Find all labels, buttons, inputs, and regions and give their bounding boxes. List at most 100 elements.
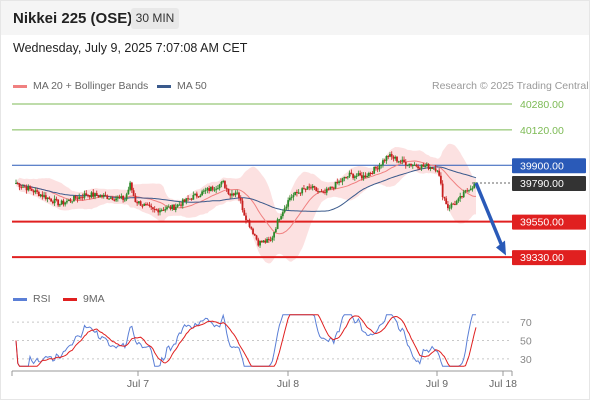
projection-arrow <box>474 182 505 250</box>
candle-body <box>51 201 54 204</box>
candle-body <box>85 193 88 196</box>
candle-body <box>194 193 196 195</box>
candle-body <box>303 188 305 190</box>
candle-body <box>66 201 68 203</box>
candle-body <box>375 166 377 169</box>
candle-body <box>339 181 342 183</box>
x-tick-label: Jul 9 <box>426 378 448 390</box>
candle-body <box>178 204 181 206</box>
candle-body <box>376 168 379 170</box>
candle-body <box>111 197 114 200</box>
candle-body <box>468 190 470 192</box>
candle-body <box>32 190 35 193</box>
candle-body <box>208 188 211 192</box>
candle-body <box>185 198 188 202</box>
candle-body <box>352 173 354 178</box>
candle-body <box>447 204 449 209</box>
candle-body <box>248 220 251 227</box>
candle-body <box>422 164 425 167</box>
candle-body <box>37 191 40 197</box>
candle-body <box>90 192 93 198</box>
candle-body <box>15 183 17 185</box>
candle-body <box>101 195 103 197</box>
candle-body <box>108 198 110 200</box>
candle-body <box>273 232 275 238</box>
candle-body <box>297 192 300 194</box>
candle-body <box>350 172 353 174</box>
candle-body <box>424 165 426 167</box>
candle-body <box>413 164 416 166</box>
candle-body <box>301 188 304 194</box>
candle-body <box>181 199 184 206</box>
candle-body <box>218 184 221 189</box>
candle-body <box>238 192 240 198</box>
candle-body <box>118 197 121 199</box>
candle-body <box>283 208 286 213</box>
candle-body <box>357 173 360 176</box>
ma20-label: MA 20 + Bollinger Bands <box>33 80 149 92</box>
candle-body <box>80 196 82 198</box>
level-label: 39550.00 <box>520 217 564 229</box>
candle-body <box>389 154 391 157</box>
candle-body <box>129 182 132 190</box>
legend-ma20: MA 20 + Bollinger Bands <box>13 80 148 92</box>
candle-body <box>441 183 444 198</box>
candle-body <box>16 183 19 185</box>
candle-body <box>176 204 179 208</box>
ma20-line <box>15 160 476 235</box>
candle-body <box>67 199 70 202</box>
candle-body <box>259 240 261 246</box>
candle-body <box>252 228 254 235</box>
candle-body <box>308 186 311 188</box>
candle-body <box>243 210 246 216</box>
candle-body <box>141 205 144 207</box>
candle-body <box>99 195 102 198</box>
candle-body <box>299 192 302 194</box>
timeframe-badge[interactable]: 30 MIN <box>131 8 179 29</box>
9ma-swatch <box>63 297 77 301</box>
candle-body <box>469 188 472 191</box>
timestamp: Wednesday, July 9, 2025 7:07:08 AM CET <box>13 41 248 55</box>
x-tick-label: Jul 18 <box>489 378 517 390</box>
candle-body <box>20 186 23 188</box>
level-label-box <box>512 176 586 191</box>
candle-body <box>461 195 463 198</box>
candle-body <box>132 190 135 196</box>
candle-body <box>169 206 172 210</box>
candle-body <box>55 198 58 200</box>
candle-body <box>345 176 347 178</box>
candle-body <box>327 188 330 190</box>
candle-body <box>73 195 75 202</box>
candle-body <box>466 190 469 192</box>
candle-body <box>403 159 405 163</box>
candle-body <box>148 204 151 206</box>
candle-body <box>104 194 107 196</box>
candle-body <box>197 196 200 198</box>
candle-body <box>399 161 402 163</box>
candle-body <box>408 163 411 166</box>
candle-body <box>130 182 133 191</box>
candle-body <box>29 186 31 189</box>
candle-body <box>74 195 77 199</box>
candle-body <box>360 175 363 179</box>
candle-body <box>387 156 390 158</box>
candle-body <box>396 156 398 162</box>
candle-body <box>382 160 384 165</box>
candle-body <box>324 191 326 193</box>
candle-body <box>136 202 139 204</box>
candle-body <box>206 188 209 191</box>
candle-body <box>92 192 95 197</box>
ma50-label: MA 50 <box>177 80 207 92</box>
candle-body <box>57 199 60 206</box>
candle-body <box>224 181 226 188</box>
candle-body <box>385 156 388 161</box>
instrument-title: Nikkei 225 (OSE) <box>13 10 133 27</box>
candle-body <box>418 168 421 170</box>
candle-body <box>50 198 53 202</box>
candle-body <box>383 160 386 162</box>
candle-body <box>448 207 451 209</box>
candle-body <box>162 209 165 211</box>
candle-body <box>255 235 258 240</box>
candle-body <box>164 209 167 211</box>
